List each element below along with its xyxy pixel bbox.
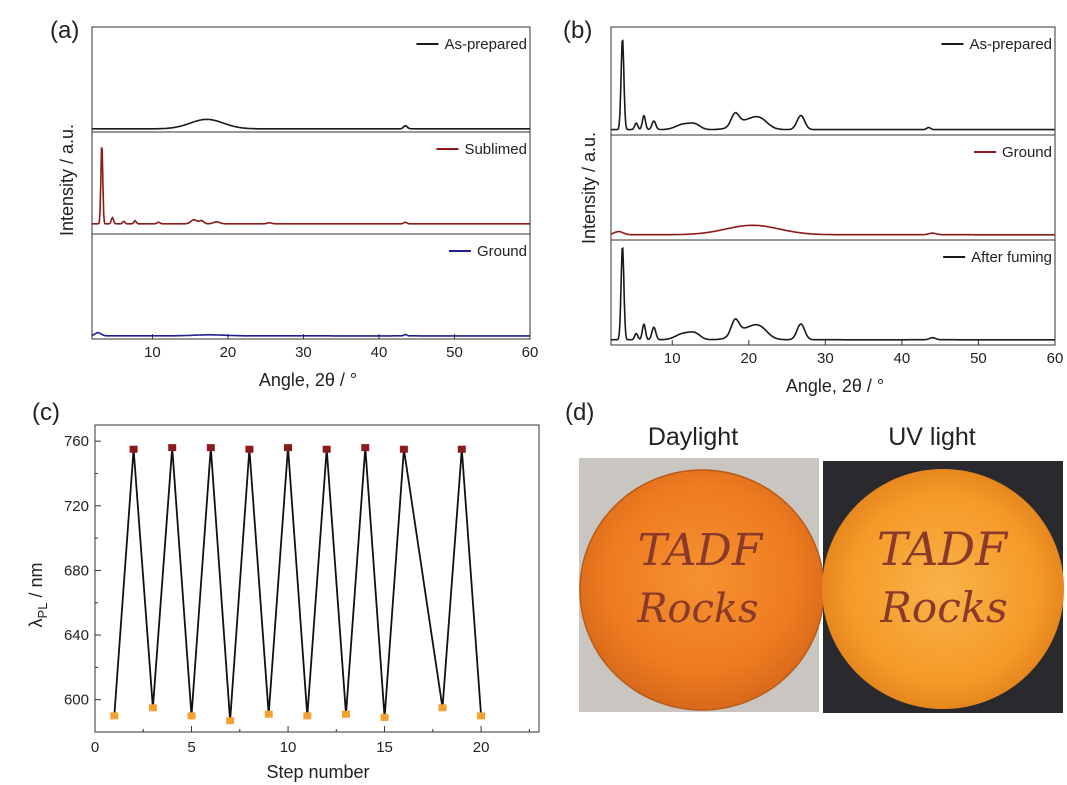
daylight-photo: TADF Rocks <box>579 458 825 712</box>
panel-b-label: (b) <box>563 17 592 44</box>
panel-c-y-tick-label: 600 <box>64 692 89 709</box>
panel-c-label: (c) <box>32 399 60 426</box>
uv-text-line2: Rocks <box>879 583 1007 632</box>
panel-a-series: As-prepared Sublimed Ground <box>91 36 530 337</box>
panel-c-point-high <box>457 445 466 453</box>
panel-a-frame <box>91 26 531 340</box>
panel-b-series-as-prepared <box>611 39 1055 131</box>
panel-c-x-tick-label: 10 <box>280 739 297 756</box>
panel-a-series-as-prepared <box>92 118 530 130</box>
panel-c-point-high <box>361 444 370 452</box>
panel-c-point-high <box>284 444 293 452</box>
panel-c-data <box>110 444 486 725</box>
panel-c-line <box>113 447 482 721</box>
panel-c-y-tick-label: 760 <box>64 433 89 450</box>
panel-c-frame <box>94 424 540 733</box>
panel-a: (a) Intensity / a.u. 10 20 30 40 50 60 As-pre… <box>50 17 538 390</box>
panel-b-x-tick-label: 20 <box>740 350 757 367</box>
panel-a-ylabel: Intensity / a.u. <box>57 124 77 236</box>
panel-b-plot-border <box>610 26 1056 346</box>
panel-b-legend-as-prepared-label: As-prepared <box>969 36 1052 53</box>
panel-b-x-tick-label: 30 <box>817 350 834 367</box>
panel-c-plot-border <box>94 424 540 733</box>
panel-a-x-tick-label: 60 <box>522 344 539 361</box>
panel-a-xlabel: Angle, 2θ / ° <box>259 370 357 390</box>
panel-a-x-tick-label: 40 <box>371 344 388 361</box>
panel-c-ylabel-sub: PL <box>35 603 50 619</box>
daylight-text-line2: Rocks <box>636 586 758 632</box>
panel-c-y-tick-label: 720 <box>64 498 89 515</box>
panel-c-ticks: 0 5 10 15 20 600 640 680 720 760 <box>64 433 530 756</box>
panel-b-x-tick-label: 10 <box>664 350 681 367</box>
panel-c-point-high <box>245 445 254 453</box>
panel-a-x-tick-label: 50 <box>446 344 463 361</box>
panel-b-series: As-prepared Ground After fuming <box>610 36 1055 341</box>
daylight-disc <box>580 470 824 710</box>
panel-c-point-low <box>148 704 157 712</box>
panel-b-series-after-fuming <box>611 247 1055 341</box>
panel-c-x-tick-label: 20 <box>473 739 490 756</box>
panel-a-label: (a) <box>50 17 79 44</box>
panel-c-x-tick-label: 0 <box>91 739 99 756</box>
panel-b-x-tick-label: 60 <box>1047 350 1064 367</box>
panel-c-y-tick-label: 640 <box>64 627 89 644</box>
panel-c-x-tick-label: 5 <box>187 739 195 756</box>
panel-c-y-tick-label: 680 <box>64 562 89 579</box>
panel-a-x-tick-label: 20 <box>220 344 237 361</box>
panel-c-point-low <box>438 704 447 712</box>
panel-c-point-low <box>380 713 389 721</box>
panel-c-point-low <box>341 710 350 718</box>
panel-a-plot-border <box>91 26 531 340</box>
panel-b-x-ticks: 10 20 30 40 50 60 <box>664 340 1063 367</box>
panel-b-ylabel: Intensity / a.u. <box>579 132 599 244</box>
panel-a-series-ground <box>91 331 530 337</box>
uv-text-line1: TADF <box>877 522 1009 576</box>
panel-c-point-low <box>477 712 486 720</box>
uv-disc <box>822 469 1064 709</box>
panel-b: (b) Intensity / a.u. 10 20 30 40 50 60 As-pre… <box>563 17 1063 396</box>
panel-a-x-ticks: 10 20 30 40 50 60 <box>144 334 538 361</box>
daylight-title: Daylight <box>648 423 738 451</box>
panel-c-ylabel: λPL / nm <box>26 563 50 628</box>
panel-c: (c) λPL / nm 0 5 10 15 20 600 640 680 720 760 Ste… <box>26 399 540 782</box>
panel-c-point-high <box>399 445 408 453</box>
panel-b-series-ground <box>610 224 1055 236</box>
panel-c-point-low <box>187 712 196 720</box>
panel-c-point-high <box>168 444 177 452</box>
panel-a-legend-sublimed-label: Sublimed <box>464 141 527 158</box>
panel-c-ylabel-unit: / nm <box>26 563 46 603</box>
panel-c-point-low <box>226 717 235 725</box>
panel-c-point-low <box>264 710 273 718</box>
panel-b-legend-after-fuming-label: After fuming <box>971 249 1052 266</box>
panel-a-legend-as-prepared-label: As-prepared <box>444 36 527 53</box>
panel-b-xlabel: Angle, 2θ / ° <box>786 376 884 396</box>
panel-a-series-sublimed <box>92 147 530 225</box>
panel-c-point-high <box>206 444 215 452</box>
panel-c-point-high <box>129 445 138 453</box>
uv-photo: TADF Rocks <box>822 461 1064 713</box>
panel-a-x-tick-label: 10 <box>144 344 161 361</box>
panel-d: (d) Daylight UV light TADF Rocks TADF Ro… <box>565 399 1064 713</box>
daylight-text-line1: TADF <box>638 525 764 576</box>
panel-c-point-low <box>110 712 119 720</box>
panel-a-legend-ground-label: Ground <box>477 243 527 260</box>
panel-b-frame <box>610 26 1056 346</box>
panel-c-ylabel-lambda: λ <box>26 618 46 627</box>
panel-b-x-tick-label: 40 <box>894 350 911 367</box>
panel-c-x-tick-label: 15 <box>376 739 393 756</box>
panel-d-label: (d) <box>565 399 594 426</box>
panel-c-point-high <box>322 445 331 453</box>
panel-c-xlabel: Step number <box>266 762 369 782</box>
panel-b-legend-ground-label: Ground <box>1002 144 1052 161</box>
panel-a-x-tick-label: 30 <box>295 344 312 361</box>
uv-light-title: UV light <box>888 423 976 451</box>
panel-b-x-tick-label: 50 <box>970 350 987 367</box>
panel-c-point-low <box>303 712 312 720</box>
